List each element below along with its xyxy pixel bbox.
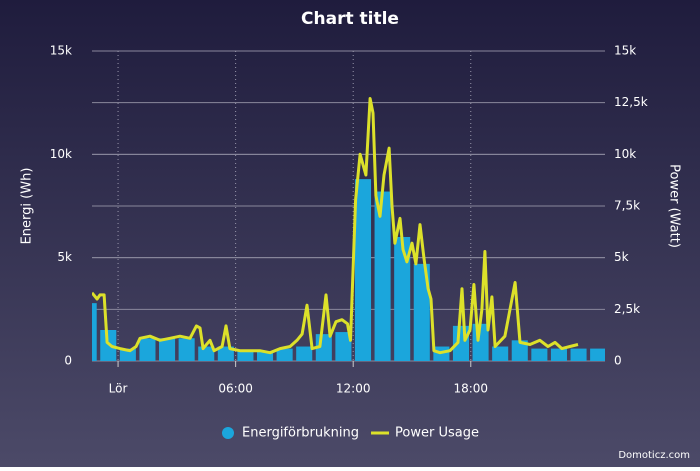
y-tick-label: 10k (50, 147, 72, 161)
bar (296, 346, 313, 361)
x-tick-label: 18:00 (453, 382, 488, 396)
bar (550, 348, 567, 361)
bar (354, 179, 372, 361)
bar (92, 303, 97, 361)
bar (256, 351, 274, 361)
x-tick-label: Lör (109, 382, 128, 396)
bar (511, 340, 528, 361)
y-tick-label: 0 (64, 354, 72, 368)
bar (159, 338, 176, 361)
y2-tick-label: 12,5k (614, 95, 648, 109)
bar (590, 348, 605, 361)
y2-tick-label: 7,5k (614, 199, 640, 213)
bar (394, 237, 411, 361)
y-axis-title: Energi (Wh) (20, 168, 35, 245)
bar (570, 348, 587, 361)
legend-label: Power Usage (395, 426, 479, 441)
bar (335, 332, 352, 361)
y2-tick-label: 10k (614, 147, 636, 161)
y2-axis-title: Power (Watt) (667, 164, 682, 248)
bar (531, 348, 548, 361)
legend-marker (222, 427, 234, 439)
bar (198, 346, 215, 361)
bar (139, 338, 156, 361)
y-tick-label: 5k (57, 250, 72, 264)
legend: Energiförbrukning Power Usage (222, 426, 479, 441)
bar (178, 338, 195, 361)
x-tick-label: 06:00 (218, 382, 253, 396)
credit: Domoticz.com (618, 450, 690, 461)
x-tick-label: 12:00 (336, 382, 371, 396)
bar (119, 348, 136, 361)
plot-area (92, 97, 605, 361)
bar (492, 346, 509, 361)
bar (100, 330, 117, 361)
y2-tick-label: 15k (614, 44, 636, 58)
y2-tick-label: 0 (614, 354, 622, 368)
axes: 0 5k 10k 15k 0 2,5k 5k 7,5k 10k 12,5k 15k Lör 06:00 1… (50, 44, 648, 396)
y2-tick-label: 2,5k (614, 302, 640, 316)
y2-tick-label: 5k (614, 250, 629, 264)
line (92, 97, 579, 355)
bar (374, 191, 391, 361)
bar (276, 348, 293, 361)
bar (217, 346, 234, 361)
bar (413, 263, 430, 361)
chart-title: Chart title (301, 9, 399, 29)
y-tick-label: 15k (50, 44, 72, 58)
legend-label: Energiförbrukning (242, 426, 359, 441)
bar (237, 350, 254, 361)
